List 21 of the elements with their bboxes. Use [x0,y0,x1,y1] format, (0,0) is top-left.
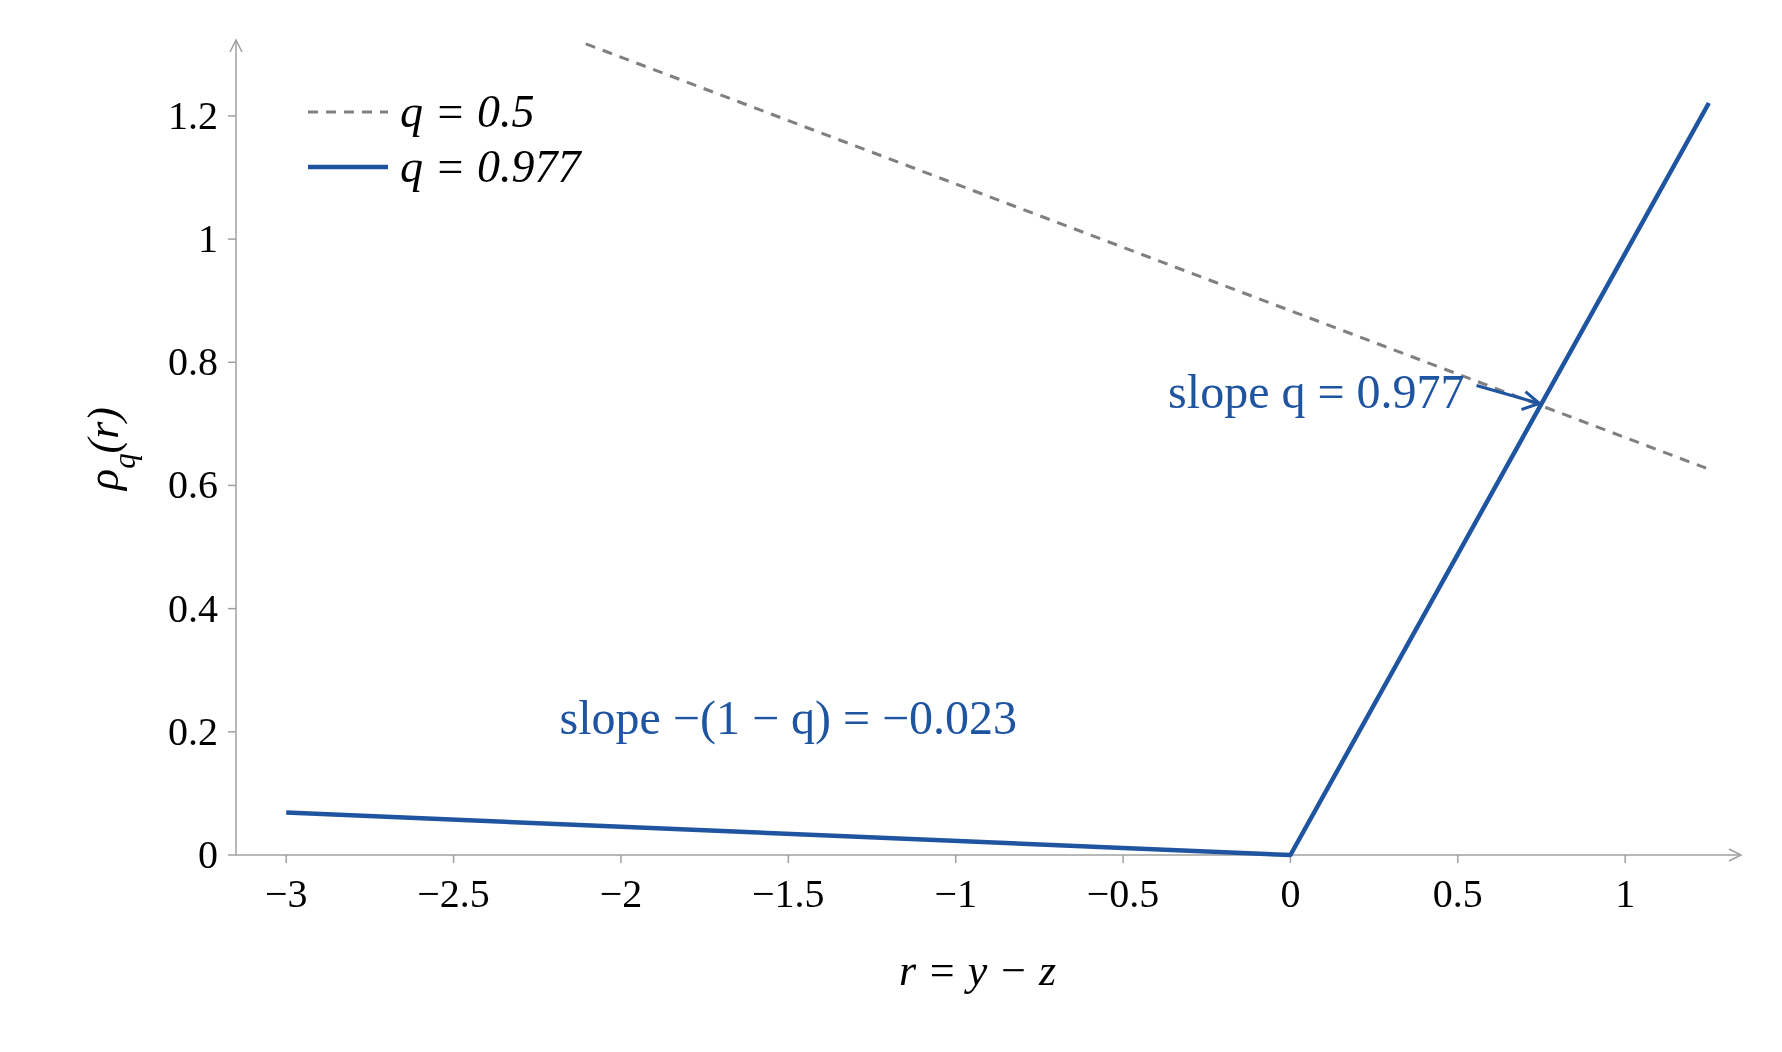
x-tick-label: −0.5 [1086,871,1160,916]
y-tick-label: 0.8 [168,339,218,385]
y-tick-label: 0.6 [168,462,218,508]
legend-label: q = 0.977 [400,141,583,192]
annotation: slope −(1 − q) = −0.023 [559,690,1018,745]
y-tick-label: 1 [198,216,218,262]
y-tick-label: 0 [198,832,218,877]
x-axis-title: r = y − z [898,946,1057,995]
x-tick-label: 0 [1280,871,1301,916]
x-tick-label: −3 [264,871,308,916]
x-tick-label: 1 [1615,871,1636,916]
y-tick-label: 0.4 [168,585,218,631]
x-tick-label: −2 [599,871,643,916]
x-tick-label: −1 [934,871,977,916]
y-tick-label: 0.2 [168,708,218,754]
x-tick-label: 0.5 [1432,871,1483,916]
x-tick-label: −2.5 [417,871,490,916]
x-tick-label: −1.5 [752,871,825,916]
annotation: slope q = 0.977 [1168,364,1465,418]
y-tick-label: 1.2 [168,92,218,138]
legend-label: q = 0.5 [400,86,535,137]
